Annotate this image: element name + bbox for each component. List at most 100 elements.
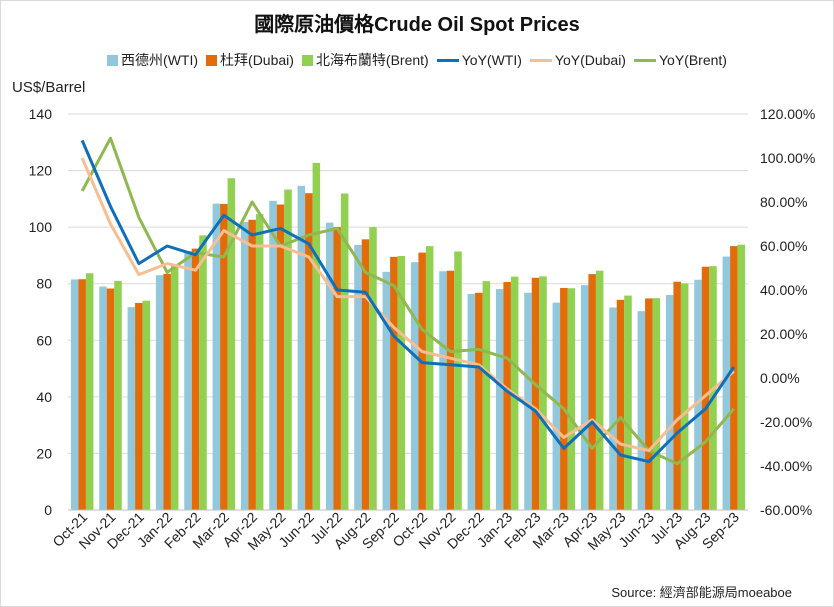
bar-wti — [99, 286, 107, 510]
bar-brent — [652, 298, 661, 510]
bar-wti — [212, 203, 221, 510]
bar-brent — [114, 280, 122, 510]
bar-wti — [155, 275, 164, 510]
legend-item-yoy-brent: YoY(Brent) — [633, 50, 727, 70]
bar-dubai — [588, 274, 596, 510]
legend-label: YoY(Dubai) — [554, 52, 626, 68]
bar-wti — [722, 256, 731, 510]
bar-brent — [312, 162, 321, 511]
bar-dubai — [475, 292, 483, 510]
legend-item-wti: 西德州(WTI) — [107, 50, 198, 70]
bar-wti — [609, 307, 617, 510]
bar-wti — [495, 289, 504, 510]
bar-dubai — [730, 246, 738, 510]
y2-tick-label: 40.00% — [760, 282, 807, 298]
y-tick-label: 0 — [44, 502, 52, 518]
bar-dubai — [333, 227, 341, 510]
bar-wti — [580, 285, 589, 510]
bar-wti — [354, 244, 362, 510]
y2-tick-label: 0.00% — [760, 370, 800, 386]
bar-wti — [184, 250, 192, 510]
bar-brent — [85, 273, 94, 510]
bar-dubai — [446, 270, 455, 510]
bar-brent — [170, 265, 179, 510]
bar-wti — [325, 222, 334, 511]
bar-wti — [637, 311, 646, 510]
bar-wti — [269, 200, 277, 510]
bar-dubai — [361, 239, 370, 510]
legend-label: YoY(Brent) — [658, 52, 727, 68]
legend-label: 杜拜(Dubai) — [220, 52, 294, 68]
bar-dubai — [616, 299, 625, 510]
bar-brent — [340, 193, 349, 511]
legend-item-yoy-dubai: YoY(Dubai) — [529, 50, 626, 70]
legend-line — [436, 58, 459, 62]
bar-dubai — [645, 298, 653, 510]
bar-dubai — [418, 252, 426, 510]
bar-dubai — [106, 288, 115, 510]
line-yoywti — [80, 139, 736, 464]
bar-wti — [297, 185, 306, 511]
legend-label: 西德州(WTI) — [121, 52, 199, 68]
bar-dubai — [135, 302, 143, 510]
y2-tick-label: 20.00% — [760, 326, 807, 342]
y-tick-label: 40 — [36, 389, 52, 405]
bar-brent — [284, 189, 292, 510]
legend-swatch — [107, 54, 119, 66]
bar-brent — [397, 255, 406, 510]
line-yoydubai — [80, 157, 735, 453]
bar-wti — [694, 279, 702, 510]
bar-brent — [425, 246, 434, 510]
bar-dubai — [248, 219, 256, 510]
bar-wti — [382, 271, 391, 510]
bar-dubai — [276, 204, 285, 510]
y2-tick-label: -40.00% — [760, 458, 812, 474]
legend: 西德州(WTI) 杜拜(Dubai) 北海布蘭特(Brent) YoY(WTI)… — [0, 50, 834, 70]
bar-wti — [524, 292, 532, 510]
bar-dubai — [531, 277, 540, 510]
bar-dubai — [503, 282, 511, 510]
legend-label: YoY(WTI) — [461, 52, 522, 68]
bar-brent — [199, 235, 207, 511]
bar-dubai — [673, 281, 681, 510]
bar-brent — [369, 227, 377, 510]
y2-tick-label: 100.00% — [760, 150, 815, 166]
bar-brent — [454, 251, 462, 510]
bar-dubai — [78, 279, 86, 510]
bar-wti — [127, 307, 136, 510]
bar-wti — [439, 271, 447, 510]
bar-brent — [624, 295, 632, 510]
bar-brent — [737, 244, 746, 510]
bar-brent — [680, 283, 689, 510]
bar-wti — [70, 279, 79, 510]
y-tick-label: 120 — [29, 163, 53, 179]
bar-brent — [255, 214, 264, 511]
bar-dubai — [701, 266, 710, 510]
y2-tick-label: 80.00% — [760, 194, 807, 210]
bar-dubai — [191, 248, 200, 510]
y2-tick-label: -60.00% — [760, 502, 812, 518]
bar-dubai — [390, 256, 398, 510]
bar-wti — [552, 302, 561, 510]
bar-brent — [482, 281, 491, 510]
y-tick-label: 60 — [36, 332, 52, 348]
legend-line — [633, 58, 656, 62]
source-note: Source: 經濟部能源局moeaboe — [611, 585, 792, 600]
bar-brent — [227, 178, 236, 511]
bar-brent — [539, 276, 547, 510]
y-tick-label: 80 — [36, 276, 52, 292]
y-tick-label: 20 — [36, 445, 52, 461]
y2-tick-label: -20.00% — [760, 414, 812, 430]
bar-brent — [567, 288, 576, 510]
chart-title: 國際原油價格Crude Oil Spot Prices — [254, 14, 580, 36]
y2-tick-label: 60.00% — [760, 238, 807, 254]
bar-wti — [410, 262, 419, 510]
bar-wti — [665, 295, 674, 510]
y-tick-label: 100 — [29, 219, 53, 235]
legend-line — [529, 58, 552, 62]
y-tick-label: 140 — [29, 106, 53, 122]
legend-label: 北海布蘭特(Brent) — [315, 52, 429, 68]
y2-tick-label: 120.00% — [760, 106, 815, 122]
legend-item-yoy-wti: YoY(WTI) — [436, 50, 522, 70]
